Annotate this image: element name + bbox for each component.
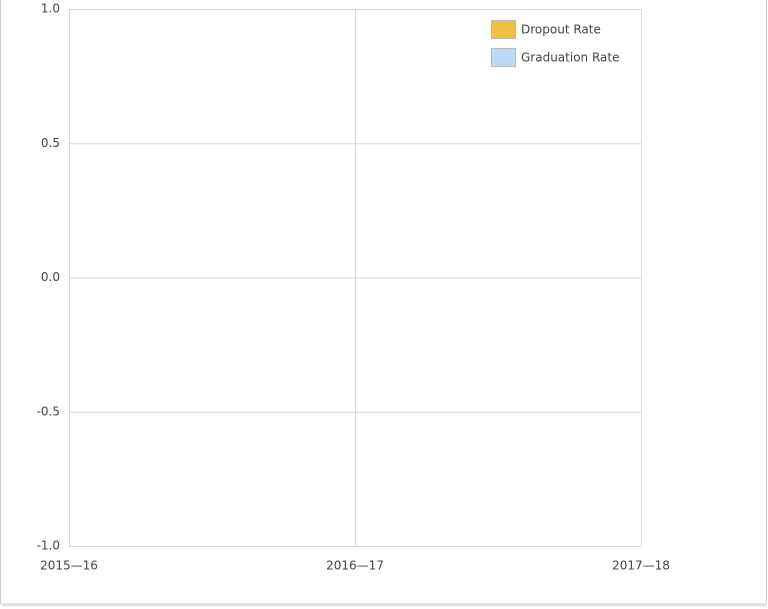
y-tick-label: 1.0 [41, 2, 60, 16]
legend-swatch [491, 48, 516, 67]
legend-label: Graduation Rate [521, 51, 619, 65]
x-tick-label: 2017—18 [612, 559, 670, 573]
y-tick-label: -0.5 [37, 404, 60, 418]
legend-label: Dropout Rate [521, 23, 601, 37]
x-tick-label: 2016—17 [326, 559, 384, 573]
x-tick-label: 2015—16 [40, 559, 98, 573]
y-tick-label: -1.0 [37, 539, 60, 553]
y-tick-label: 0.5 [41, 136, 60, 150]
legend-swatch [491, 20, 516, 39]
y-tick-label: 0.0 [41, 270, 60, 284]
